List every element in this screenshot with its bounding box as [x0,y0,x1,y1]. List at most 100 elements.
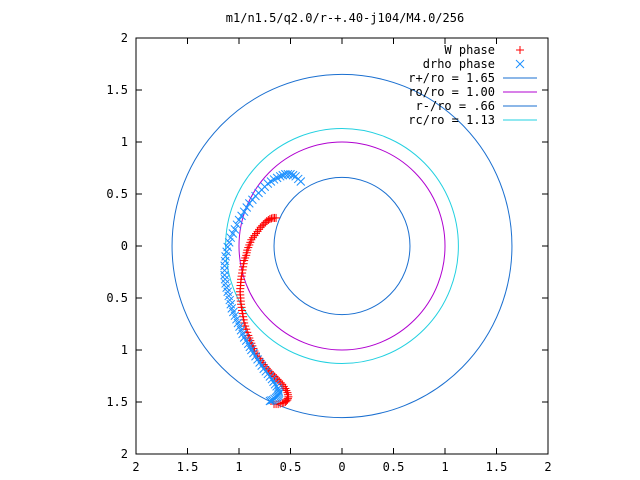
x-tick-label: 1.5 [177,460,199,474]
data-point [242,203,252,212]
data-point-b [268,395,278,405]
data-point-b [228,307,238,317]
data-point [268,395,278,405]
y-tick-label: 1.5 [106,83,128,97]
data-point-b [274,388,284,397]
data-point-b [242,203,252,212]
x-tick-label: 0.5 [383,460,405,474]
legend-marker [516,46,524,54]
data-point-b [238,329,247,339]
data-point [232,220,242,230]
data-point-b [232,314,241,324]
data-point [280,169,290,179]
data-point-b [233,318,243,328]
y-tick-label: 0.5 [106,291,128,305]
data-point-b [234,215,244,225]
data-point-b [249,348,258,358]
data-point-b [247,345,256,355]
y-tick-label: 2 [121,31,128,45]
data-point-b [253,355,262,364]
y-tick-label: 2 [121,447,128,461]
data-point-b [257,361,267,370]
chart-title: m1/n1.5/q2.0/r-+.40-j104/M4.0/256 [226,11,464,25]
data-point [283,169,293,179]
circle-ro-ro-1-00 [238,141,446,351]
data-point-b [220,274,230,284]
data-point [274,388,284,397]
x-tick-label: 1.5 [486,460,508,474]
data-point [265,396,275,406]
legend-marker-b [515,59,525,69]
data-point [269,377,278,387]
data-point-b [239,333,249,342]
data-point-b [221,279,230,288]
legend-label: drho phase [423,57,495,71]
data-point [253,227,262,236]
circle-r-ro-66 [273,176,411,316]
data-point [224,238,234,247]
data-point [278,399,287,408]
data-point-b [222,283,231,292]
data-point [228,229,238,238]
data-point [226,233,236,243]
circle-rc-ro-1-13 [225,127,459,365]
data-point [256,223,265,232]
legend-label: r+/ro = 1.65 [408,71,495,85]
data-point-b [230,311,240,321]
y-tick-label: 1 [121,343,128,357]
data-point [278,170,288,180]
circle-r-ro-1-65 [171,73,513,419]
data-point [248,233,257,242]
data-point-b [283,169,293,179]
data-point-b [232,220,242,230]
data-point-b [245,342,255,352]
data-point-b [223,287,233,297]
legend-label: rc/ro = 1.13 [408,113,495,127]
data-point-b [220,270,229,280]
data-point-b [267,396,276,405]
data-point-b [255,358,264,367]
data-point [220,274,230,284]
data-point [282,386,291,395]
data-series [220,169,306,409]
legend-label: r-/ro = .66 [416,99,495,113]
x-tick-label: 0 [338,460,345,474]
data-point [230,225,240,234]
x-tick-label: 0.5 [280,460,302,474]
data-point-b [280,169,290,179]
data-point [237,211,246,221]
data-point [291,171,301,181]
series-drho-phase [220,169,306,406]
data-point-b [241,336,251,345]
data-point [276,399,285,408]
x-tick-label: 1 [235,460,242,474]
data-point-b [230,225,240,234]
x-tick-label: 1 [441,460,448,474]
legend-label: W phase [444,43,495,57]
data-point-b [243,339,253,349]
data-point-b [225,295,235,305]
data-point [255,225,264,234]
data-point-b [224,238,234,247]
data-point [267,374,277,384]
data-point-b [236,325,246,335]
x-tick-label: 2 [132,460,139,474]
data-point-b [291,171,301,181]
data-point-b [226,299,236,309]
data-point [220,270,229,280]
data-point-b [228,229,238,238]
y-tick-label: 1.5 [106,395,128,409]
data-point [283,388,292,397]
data-point [234,215,244,225]
data-point [267,396,276,405]
data-point [288,170,298,180]
data-point-b [269,377,278,387]
y-tick-label: 1 [121,135,128,149]
data-point-b [267,374,277,384]
data-point [239,207,249,217]
data-point-b [237,211,246,221]
data-point-b [235,322,244,331]
data-point-b [288,170,298,180]
data-point-b [278,170,288,180]
